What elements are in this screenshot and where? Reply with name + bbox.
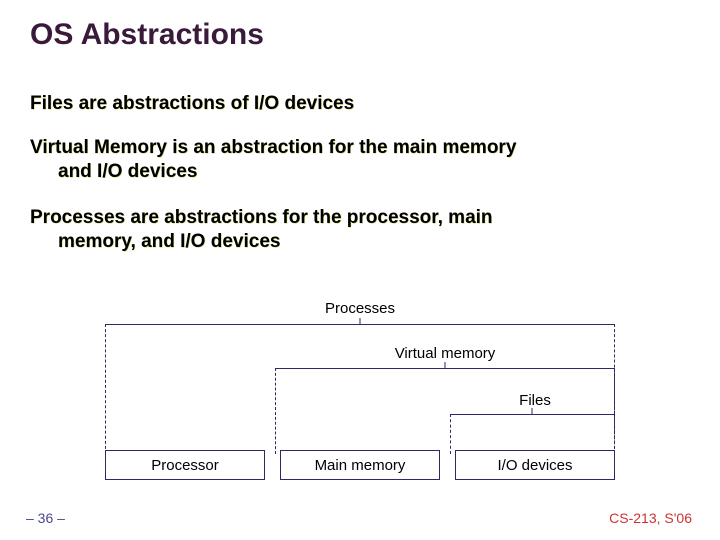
abstraction-diagram: Processes Virtual memory Files Processor… [100,300,620,490]
label-files: Files [450,392,620,409]
bullet-line: memory, and I/O devices [30,230,670,254]
label-processes: Processes [100,300,620,317]
bullet-processes: Processes are abstractions for the proce… [30,206,670,254]
box-main-memory: Main memory [280,450,440,480]
bullet-files: Files are abstractions of I/O devices [30,92,670,116]
course-id: CS-213, S'06 [609,510,692,526]
label-virtual-memory: Virtual memory [270,345,620,362]
box-io-devices: I/O devices [455,450,615,480]
bullet-virtual-memory: Virtual Memory is an abstraction for the… [30,136,670,184]
slide-number: – 36 – [26,510,65,526]
brace-files [450,414,615,454]
bullet-line: Virtual Memory is an abstraction for the… [30,137,516,158]
bullet-line: and I/O devices [30,160,670,184]
box-processor: Processor [105,450,265,480]
page-title: OS Abstractions [30,18,264,52]
bullet-line: Processes are abstractions for the proce… [30,207,493,228]
